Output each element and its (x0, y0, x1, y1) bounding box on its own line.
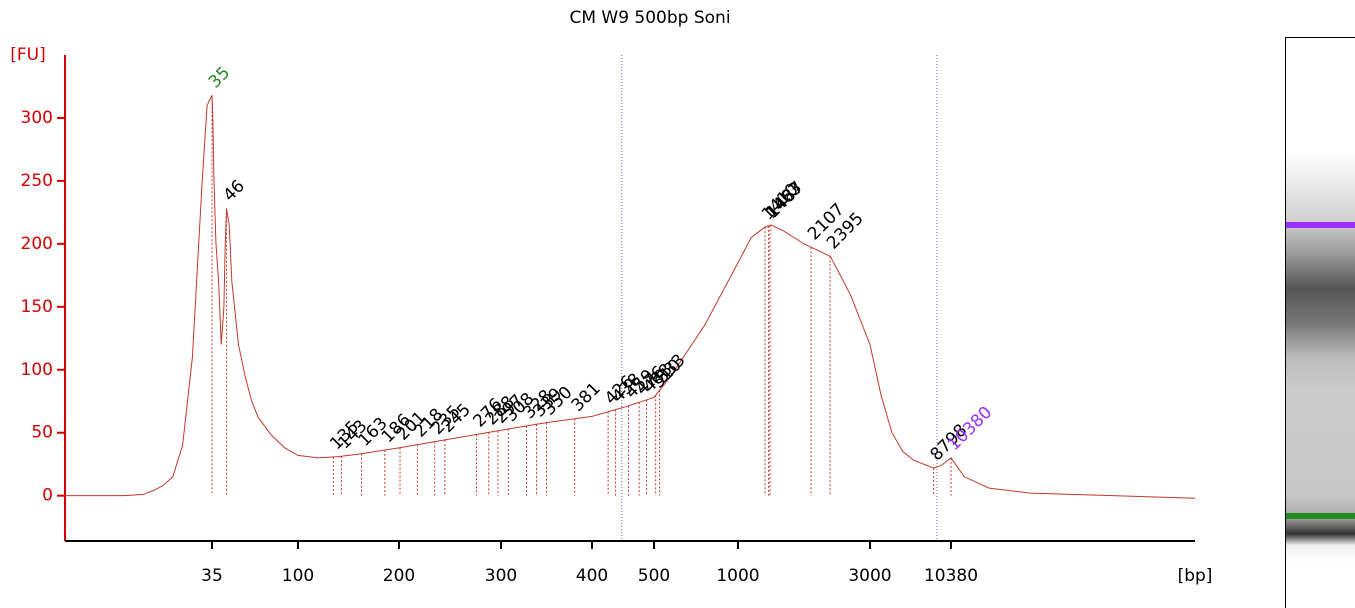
x-tick-label: 1000 (716, 566, 759, 586)
y-tick-label: 300 (21, 108, 53, 128)
y-axis-label: [FU] (10, 45, 46, 65)
chart: CM W9 500bp Soni [FU] [bp] 0 50 100 150 200 2… (10, 8, 1213, 586)
x-tick-label: 3000 (848, 566, 891, 586)
y-tick-label: 50 (31, 423, 53, 443)
x-tick-label: 35 (201, 566, 223, 586)
upper-marker-band (1286, 222, 1355, 228)
x-tick-label: 500 (638, 566, 670, 586)
gel-lane (1285, 37, 1355, 608)
peak-label: 381 (568, 379, 605, 416)
x-tick-label: 10380 (924, 566, 978, 586)
y-tick-label: 100 (21, 360, 53, 380)
peak-label: 46 (219, 176, 248, 205)
peak-label: 35 (205, 63, 234, 92)
x-axis-label: [bp] (1178, 566, 1213, 586)
trace (65, 95, 1196, 499)
y-tick-label: 150 (21, 297, 53, 317)
x-tick-label: 200 (383, 566, 415, 586)
x-tick-label: 100 (282, 566, 314, 586)
y-tick-label: 250 (21, 171, 53, 191)
y-tick-label: 0 (42, 486, 53, 506)
chart-title: CM W9 500bp Soni (569, 8, 730, 28)
y-tick-label: 200 (21, 234, 53, 254)
x-tick-label: 400 (576, 566, 608, 586)
x-tick-label: 300 (485, 566, 517, 586)
lower-marker-band (1286, 513, 1355, 519)
